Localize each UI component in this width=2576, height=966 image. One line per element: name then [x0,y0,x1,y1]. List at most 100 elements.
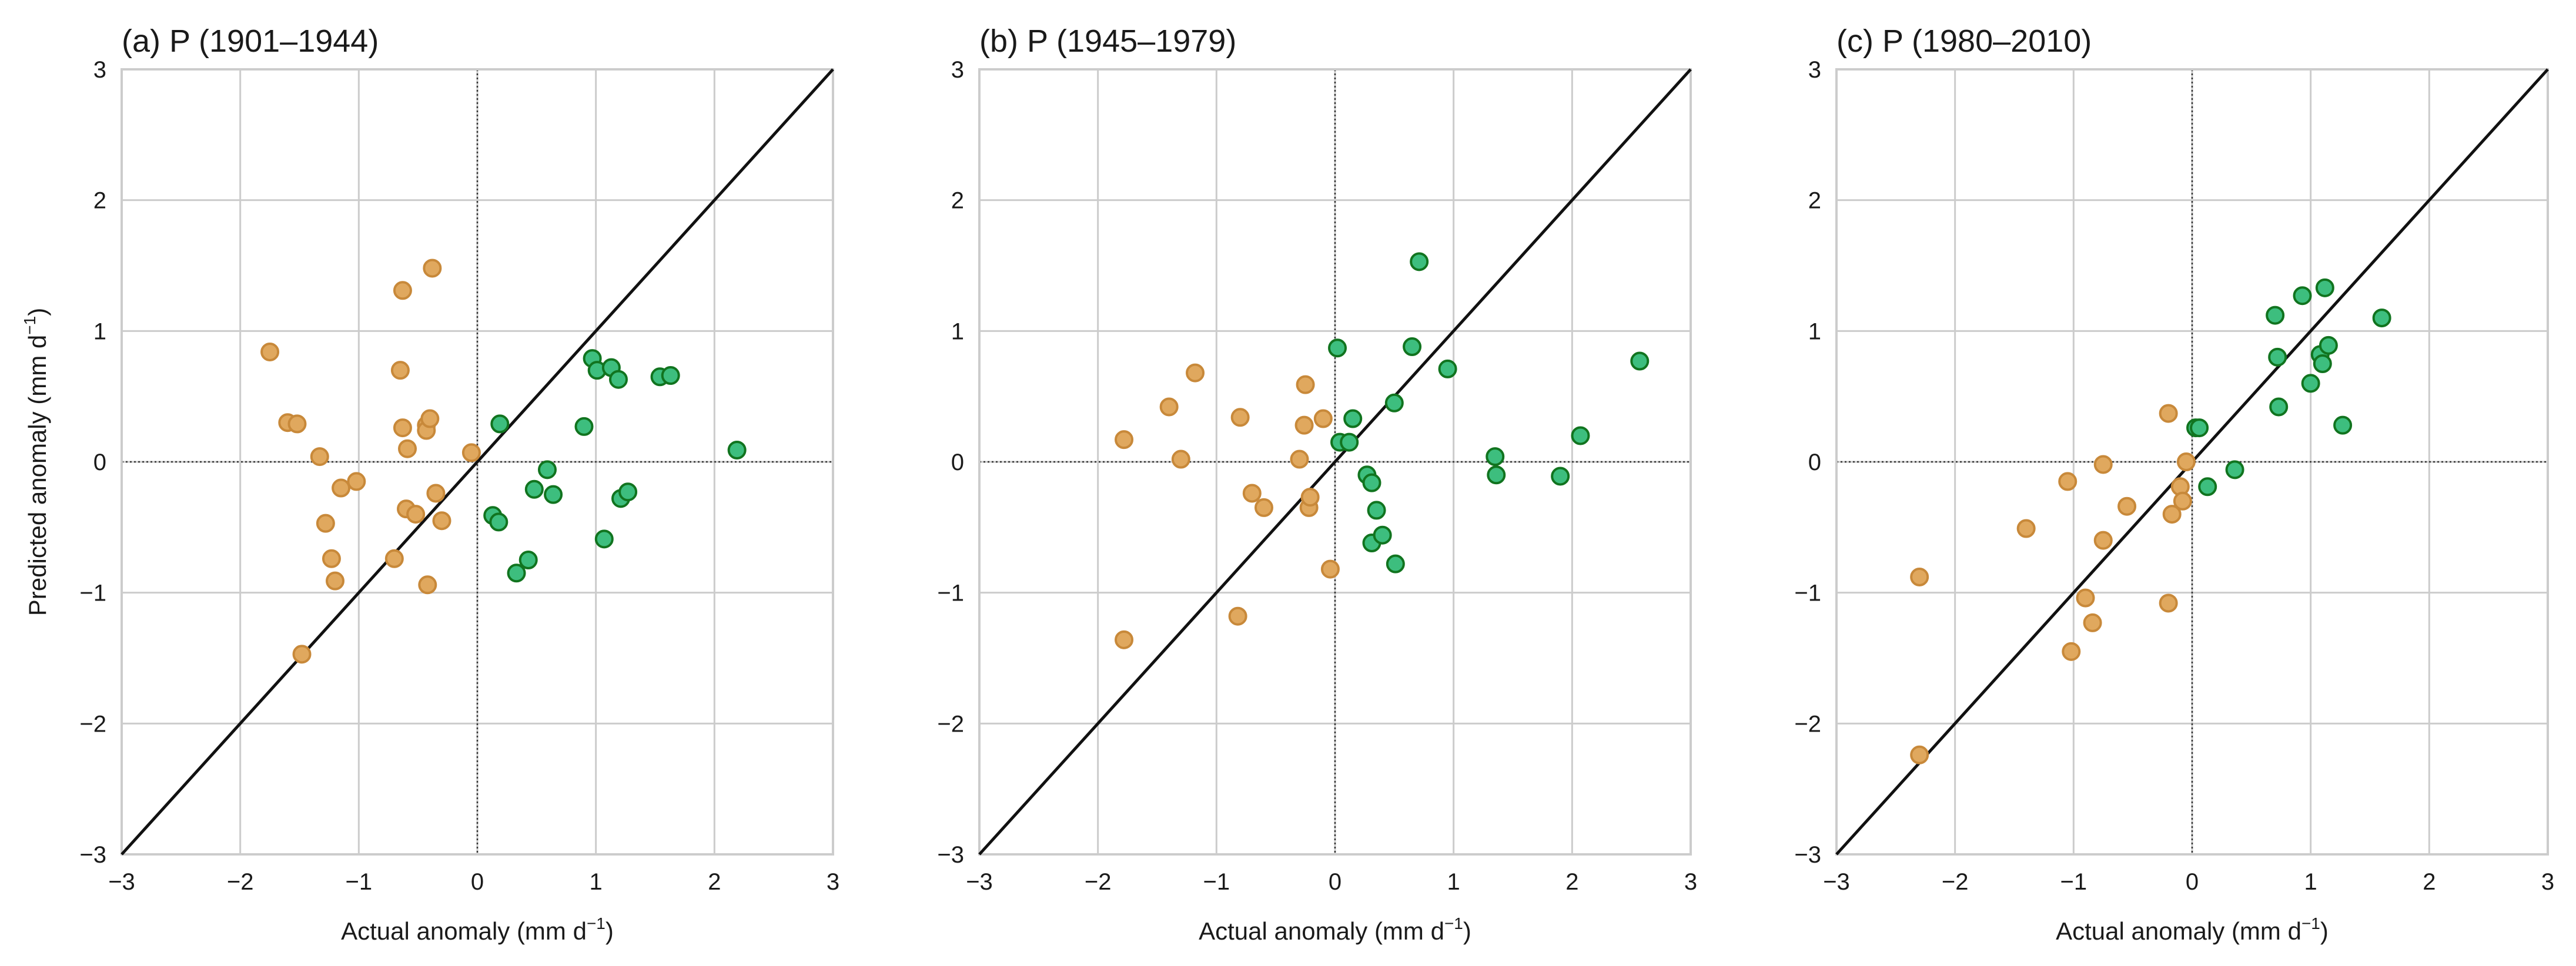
point-below [423,259,442,278]
point-above [489,512,508,532]
point-above [2190,418,2209,438]
y-axis-unit-exponent: −1 [21,316,39,335]
point-above [1367,501,1386,520]
point-below [260,342,280,361]
point-above [1486,447,1505,467]
point-below [1186,363,1205,383]
point-below [316,514,335,533]
point-above [1487,465,1506,485]
y-tick-label: 0 [951,450,964,475]
point-below [332,478,351,498]
point-above [490,414,510,434]
point-above [518,551,538,569]
point-above [1328,338,1347,358]
point-below [2173,491,2192,511]
point-below [2117,497,2137,516]
x-tick-label: 2 [2423,869,2436,895]
point-below [1290,450,1309,469]
x-axis-unit-close: ) [1463,917,1471,945]
scatter-panel-2: −3 −2 −1 0 1 2 3 −3 −2 −1 0 1 2 3 (b) P (1945–1979) Act… [937,24,1697,945]
y-axis-label-text: Predicted anomaly (mm d [24,335,51,616]
point-below [2093,455,2113,474]
y-tick-label: −2 [1794,711,1821,737]
x-axis-unit-close: ) [2320,917,2329,945]
point-above [1571,426,1590,445]
x-tick-label: 1 [2304,869,2317,895]
point-above [1630,351,1650,371]
x-tick-label: −3 [108,869,135,895]
point-above [1343,409,1363,428]
x-tick-label: 3 [2541,869,2554,895]
point-below [2062,642,2081,661]
x-tick-label: 1 [590,869,603,895]
scatter-panel-3: −3 −2 −1 0 1 2 3 −3 −2 −1 0 1 2 3 (c) P (1980–2010) Act… [1794,24,2554,945]
x-tick-label: −2 [1085,869,1112,895]
point-below [393,418,412,438]
point-above [1386,554,1405,573]
y-tick-label: 2 [951,188,964,214]
x-tick-label: −1 [1203,869,1230,895]
point-below [461,443,481,462]
y-tick-label: −1 [1794,581,1821,606]
y-tick-label: 1 [1808,318,1821,344]
y-tick-label: −3 [937,842,964,868]
x-tick-label: 2 [708,869,721,895]
point-below [287,414,307,434]
point-below [1294,415,1314,435]
panel-title: (a) P (1901–1944) [122,24,379,59]
x-tick-label: −2 [1942,869,1969,895]
point-below [420,409,440,428]
point-above [661,366,680,385]
point-above [1403,337,1422,357]
x-tick-label: 0 [471,869,484,895]
x-axis-label: Actual anomaly (mm d−1) [2056,914,2329,945]
point-below [1910,567,1929,586]
y-tick-label: −2 [79,711,106,737]
y-tick-label: 0 [1808,450,1821,475]
point-below [1300,488,1320,507]
point-below [426,484,446,503]
point-above [2313,354,2332,373]
point-above [727,440,747,459]
point-above [2225,460,2244,479]
y-axis-label: Predicted anomaly (mm d−1) [21,308,51,616]
point-below [2159,404,2178,423]
point-below [1296,375,1315,394]
point-below [1242,484,1262,503]
point-above [1373,525,1392,545]
point-below [418,575,437,595]
x-axis-label: Actual anomaly (mm d−1) [1199,914,1471,945]
point-above [2266,306,2285,325]
point-below [1115,430,1134,450]
x-axis-label-text: Actual anomaly (mm d [341,917,587,945]
y-tick-label: 3 [93,57,106,83]
point-above [2198,477,2217,497]
point-above [1410,252,1429,271]
point-above [537,460,557,479]
y-tick-label: 3 [951,57,964,83]
point-above [2301,374,2320,393]
panel-title: (c) P (1980–2010) [1836,24,2092,59]
point-above [2293,286,2312,306]
x-axis-label-text: Actual anomaly (mm d [2056,917,2301,945]
point-below [2093,531,2113,550]
point-below [406,505,426,524]
x-tick-label: −1 [2060,869,2087,895]
point-below [1313,409,1333,428]
y-tick-label: −3 [1794,842,1821,868]
x-axis-label: Actual anomaly (mm d−1) [341,914,614,945]
point-above [507,564,526,583]
point-below [1159,397,1179,417]
point-below [322,549,341,568]
point-above [1551,467,1570,486]
y-tick-label: −2 [937,711,964,737]
point-above [594,529,614,549]
x-tick-label: 1 [1447,869,1460,895]
point-below [2083,613,2102,632]
point-above [2333,415,2353,435]
identity-line [978,68,1692,856]
point-above [2372,308,2391,328]
y-tick-label: 0 [93,450,106,475]
y-tick-label: 1 [93,318,106,344]
